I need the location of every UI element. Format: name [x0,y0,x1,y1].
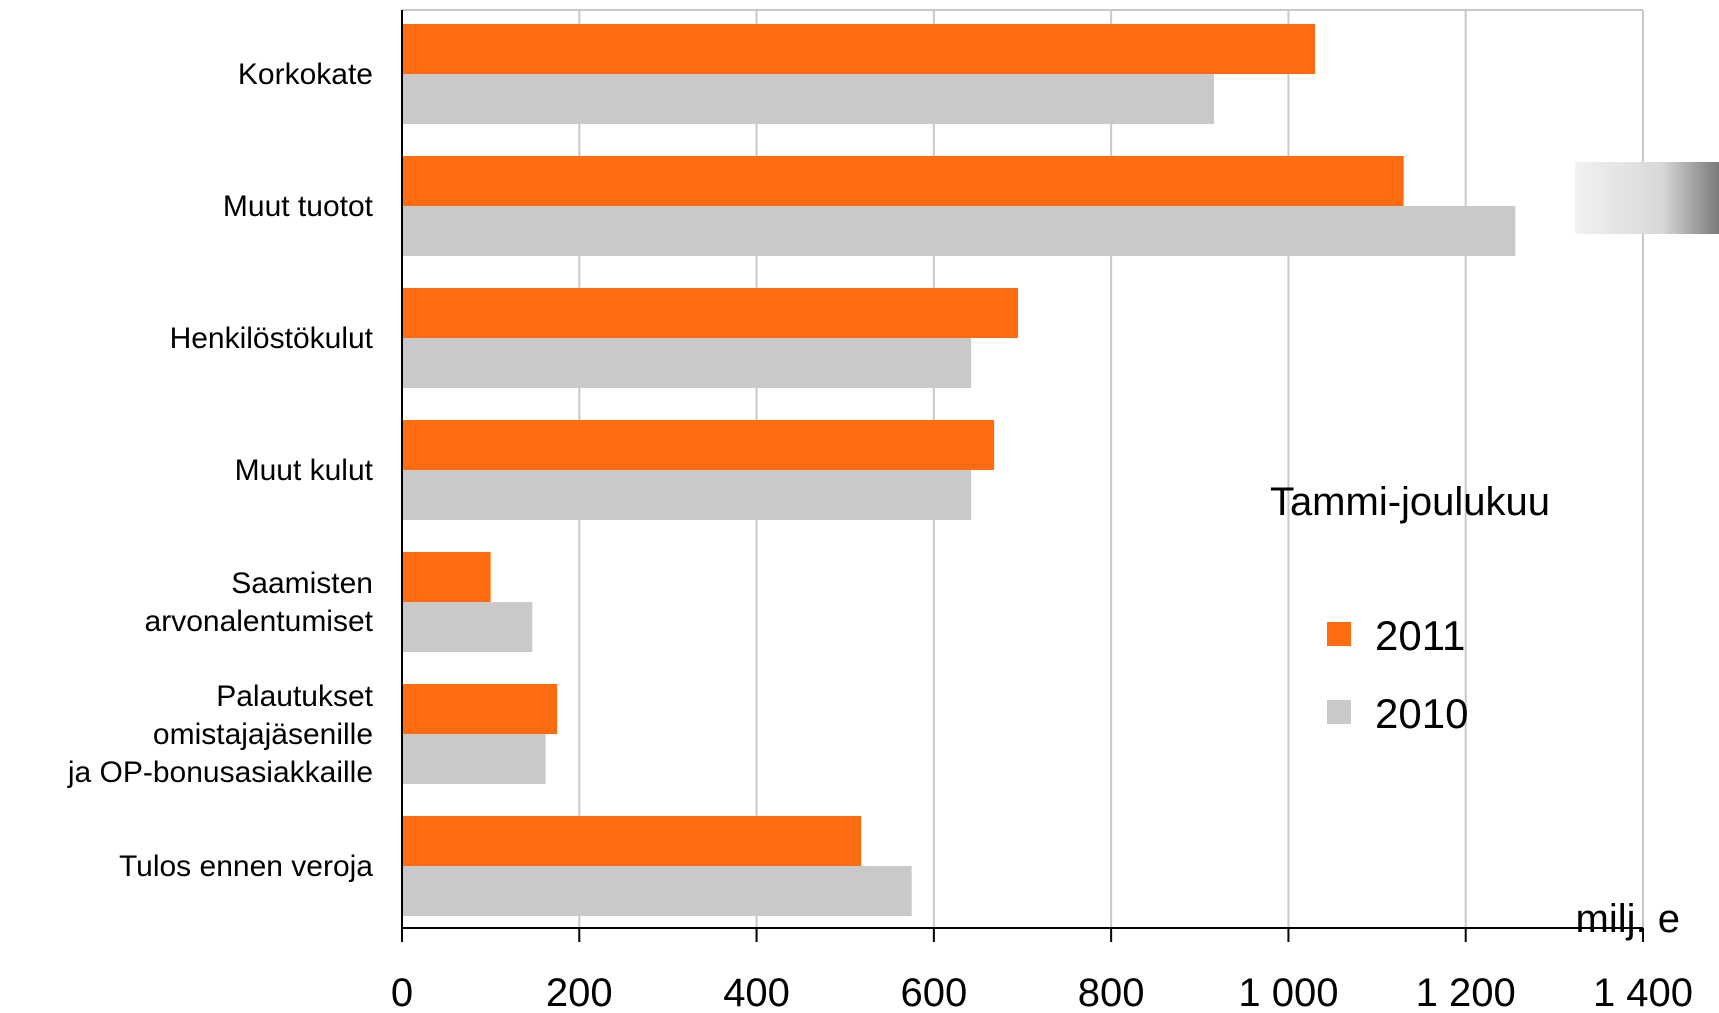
x-tick-labels: 0 200 400 600 800 1 000 1 200 1 400 [391,971,1693,1013]
category-label-2: Henkilöstökulut [170,322,374,355]
category-label-line: Henkilöstökulut [170,322,374,355]
category-label-0: Korkokate [238,58,373,91]
category-label-line: Saamisten [231,567,373,600]
legend-swatch-2010 [1327,700,1351,724]
category-label-line: Palautukset [216,680,373,713]
bars [402,24,1516,916]
category-label-6: Tulos ennen veroja [119,850,373,883]
legend-swatch-2011 [1327,622,1351,646]
legend: Tammi-joulukuu 2011 2010 [1270,162,1719,737]
axes [401,10,1644,942]
bar-2011-3 [402,420,995,470]
category-label-line: Tulos ennen veroja [119,850,373,883]
x-axis-unit-label: milj. e [1576,897,1680,941]
category-label-line: Muut kulut [235,454,374,487]
bar-2011-5 [402,684,558,734]
legend-title: Tammi-joulukuu [1270,480,1550,524]
x-tick-label: 800 [1078,971,1145,1013]
bar-2010-2 [402,338,972,388]
x-tick-label: 0 [391,971,413,1013]
category-label-3: Muut kulut [235,454,374,487]
x-tick-label: 200 [546,971,613,1013]
legend-label-2010: 2010 [1375,690,1468,737]
x-tick-label: 1 200 [1416,971,1516,1013]
bar-2010-5 [402,734,546,784]
bar-2010-3 [402,470,972,520]
bar-2011-4 [402,552,491,602]
category-label-line: Korkokate [238,58,373,91]
category-label-line: omistajajäsenille [153,718,373,751]
category-labels: Korkokate Muut tuotot Henkilöstökulut Muut … [67,58,374,883]
decorative-gradient-tab [1575,162,1719,234]
category-label-1: Muut tuotot [223,190,374,223]
bar-2011-6 [402,816,862,866]
bar-2010-0 [402,74,1214,124]
x-tick-label: 1 000 [1238,971,1338,1013]
bar-2011-0 [402,24,1316,74]
x-tick-label: 1 400 [1593,971,1693,1013]
bar-2011-1 [402,156,1404,206]
bar-2010-6 [402,866,912,916]
legend-label-2011: 2011 [1375,612,1465,659]
category-label-4: Saamisten arvonalentumiset [145,567,374,638]
category-label-line: Muut tuotot [223,190,374,223]
bar-2011-2 [402,288,1019,338]
category-label-line: ja OP-bonusasiakkaille [67,756,373,789]
bar-2010-1 [402,206,1516,256]
category-label-5: Palautukset omistajajäsenille ja OP-bonusa… [67,680,374,789]
x-tick-label: 400 [723,971,790,1013]
category-label-line: arvonalentumiset [145,605,374,638]
x-tick-label: 600 [900,971,967,1013]
bar-2010-4 [402,602,533,652]
